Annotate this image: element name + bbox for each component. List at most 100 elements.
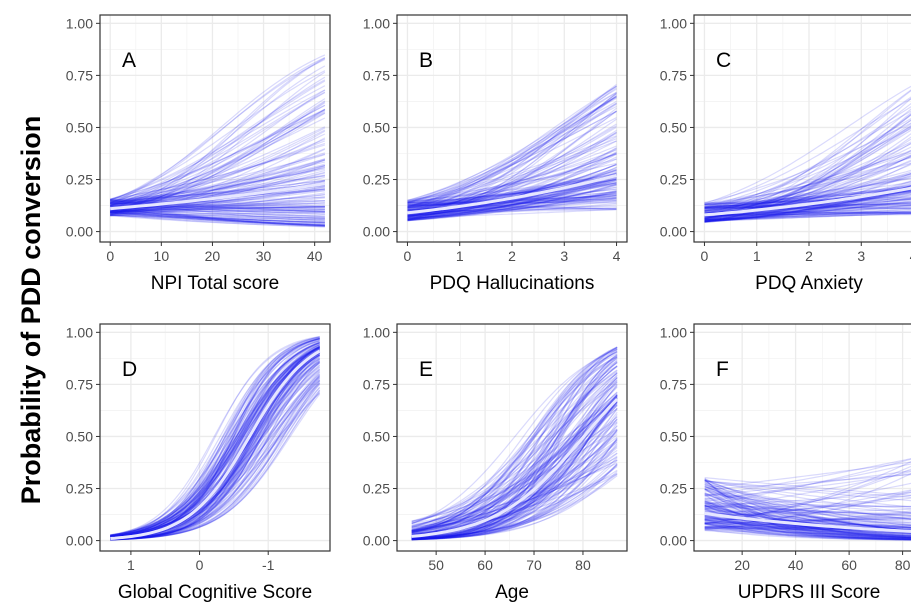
posterior-curve	[704, 500, 911, 538]
posterior-curve	[411, 422, 618, 541]
posterior-curve	[704, 203, 911, 214]
posterior-curve	[411, 401, 618, 539]
posterior-curve	[704, 210, 911, 220]
posterior-curve	[407, 204, 617, 217]
posterior-curve	[704, 90, 911, 220]
posterior-curve	[110, 104, 326, 203]
posterior-curve	[407, 138, 617, 203]
x-tick-label: 0	[196, 557, 204, 573]
y-tick-label: 0.25	[66, 172, 93, 188]
x-tick-label: 4	[613, 248, 621, 264]
x-tick-label: 1	[456, 248, 464, 264]
posterior-curve	[110, 348, 320, 539]
posterior-curve	[110, 188, 325, 213]
posterior-curve	[110, 212, 325, 221]
posterior-curve	[407, 191, 617, 222]
panel-letter: F	[716, 358, 729, 381]
panel-e: 0.00 0.25 0.50 0.75 1.00 50 60 70 80 Age E	[363, 323, 628, 603]
posterior-curve	[704, 480, 911, 502]
posterior-curve	[704, 483, 911, 532]
posterior-curve	[704, 495, 911, 538]
posterior-curve	[407, 194, 617, 220]
x-tick-label: 2	[508, 248, 516, 264]
posterior-curve	[110, 350, 320, 538]
posterior-curve	[110, 350, 320, 537]
y-tick-label: 0.00	[660, 224, 687, 240]
global-y-axis-label: Probability of PDD conversion	[16, 116, 46, 505]
posterior-curve	[110, 346, 320, 538]
posterior-curve	[407, 110, 617, 204]
posterior-curve	[704, 177, 911, 208]
posterior-curve	[110, 336, 320, 541]
posterior-curve	[411, 429, 618, 540]
posterior-curve	[411, 443, 618, 540]
posterior-curve	[411, 383, 618, 524]
posterior-curve	[704, 500, 911, 539]
posterior-curve	[407, 107, 617, 222]
posterior-curve	[407, 182, 617, 215]
posterior-curve	[411, 357, 618, 541]
posterior-curve	[411, 473, 618, 533]
posterior-curve	[704, 522, 911, 541]
posterior-curve	[704, 146, 911, 215]
y-tick-label: 0.75	[660, 376, 687, 392]
posterior-curve	[704, 155, 911, 215]
posterior-curve	[411, 391, 618, 536]
posterior-curve	[704, 491, 911, 528]
y-tick-label: 1.00	[660, 15, 687, 31]
posterior-curve	[110, 109, 326, 210]
posterior-curve	[704, 210, 911, 222]
posterior-curve	[110, 346, 320, 541]
y-tick-label: 0.50	[363, 428, 390, 444]
posterior-curve	[704, 204, 911, 221]
posterior-curve	[704, 473, 911, 491]
posterior-curve	[411, 376, 618, 541]
posterior-curve	[704, 473, 911, 500]
y-tick-label: 0.75	[363, 376, 390, 392]
posterior-curve	[110, 142, 326, 201]
posterior-curve	[407, 166, 617, 221]
posterior-curve	[407, 174, 617, 221]
posterior-curve	[704, 152, 911, 207]
posterior-curve	[407, 174, 617, 208]
posterior-curve	[704, 207, 911, 222]
posterior-curve	[704, 502, 911, 538]
posterior-curve	[110, 211, 325, 217]
posterior-curve	[407, 195, 617, 206]
posterior-curve	[110, 212, 325, 219]
posterior-curve	[110, 350, 320, 537]
curves-group	[704, 85, 911, 223]
posterior-curve	[110, 89, 326, 212]
posterior-curve	[704, 163, 911, 220]
posterior-curve	[110, 211, 325, 219]
posterior-curve	[407, 93, 617, 217]
posterior-curve	[110, 392, 321, 538]
posterior-curve	[411, 365, 618, 537]
posterior-curve	[110, 392, 321, 537]
posterior-curve	[110, 379, 321, 538]
posterior-curve	[704, 515, 911, 539]
posterior-curve	[110, 377, 321, 537]
mean-curve	[704, 186, 911, 217]
posterior-curve	[110, 357, 321, 538]
posterior-curve	[407, 148, 617, 220]
posterior-curve	[110, 350, 321, 541]
posterior-curve	[704, 162, 911, 223]
posterior-curve	[411, 356, 618, 529]
posterior-curve	[407, 196, 617, 219]
posterior-curve	[407, 87, 617, 217]
posterior-curve	[411, 377, 618, 534]
posterior-curve	[704, 481, 911, 539]
posterior-curve	[704, 123, 911, 218]
panel-d: 0.00 0.25 0.50 0.75 1.00 1 0 -1 Global Cognitive…	[66, 323, 331, 603]
posterior-curve	[704, 493, 911, 514]
posterior-curve	[110, 360, 321, 537]
y-tick-label: 1.00	[660, 324, 687, 340]
x-tick-label: 80	[895, 557, 911, 573]
posterior-curve	[704, 201, 911, 219]
posterior-curve	[704, 522, 911, 538]
posterior-curve	[704, 85, 911, 204]
posterior-curve	[704, 522, 911, 540]
posterior-curve	[411, 401, 618, 531]
posterior-curve	[704, 480, 911, 498]
